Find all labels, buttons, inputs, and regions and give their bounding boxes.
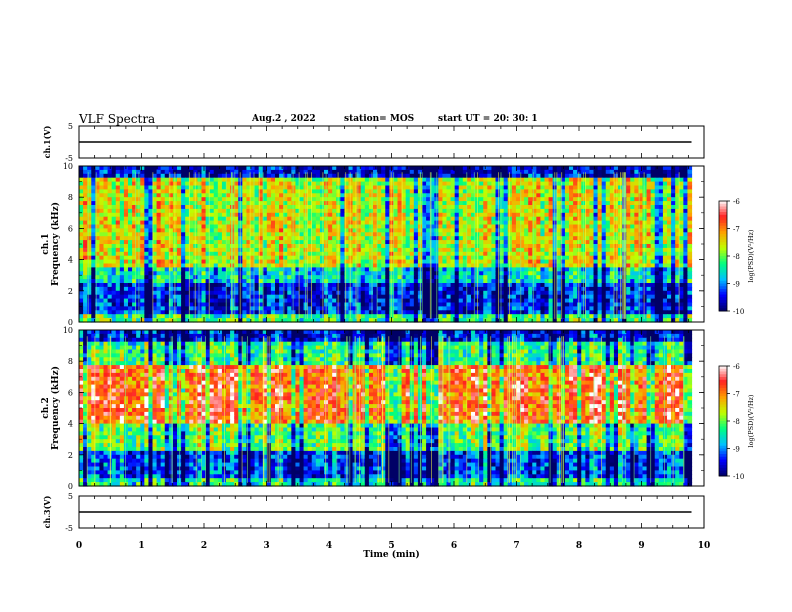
y-tick-label: -5 bbox=[65, 524, 73, 533]
y-tick-label: 4 bbox=[68, 256, 73, 265]
x-tick-label: 10 bbox=[698, 541, 711, 551]
chart-title: VLF Spectra bbox=[79, 112, 156, 126]
start-time-label: start UT = 20: 30: 1 bbox=[438, 114, 538, 124]
colorbar-tick-label: -10 bbox=[733, 308, 744, 316]
y-tick-label: 2 bbox=[68, 287, 73, 296]
colorbar-tick-label: -6 bbox=[733, 198, 740, 206]
x-tick-marks bbox=[78, 166, 705, 322]
x-tick-label: 8 bbox=[576, 541, 582, 551]
colorbar-label: log(PSD)(V²/Hz) bbox=[747, 229, 755, 282]
spectrogram-ch2 bbox=[79, 330, 693, 487]
y-tick-label: -5 bbox=[65, 154, 73, 163]
y-tick-label: 0 bbox=[68, 318, 73, 327]
colorbar-tick-label: -10 bbox=[733, 473, 744, 481]
y-tick-label: 4 bbox=[68, 420, 73, 429]
y-axis-channel-label: ch.1 bbox=[41, 233, 51, 254]
x-tick-label: 1 bbox=[138, 541, 144, 551]
y-tick-label: 10 bbox=[63, 326, 73, 335]
x-tick-marks bbox=[78, 496, 705, 528]
x-tick-label: 5 bbox=[388, 541, 394, 551]
y-tick-label: 10 bbox=[63, 162, 73, 171]
colorbar-label: log(PSD)(V²/Hz) bbox=[747, 394, 755, 447]
colorbar bbox=[718, 200, 730, 312]
x-tick-marks bbox=[78, 126, 705, 158]
y-tick-label: 5 bbox=[68, 122, 73, 131]
y-axis-label: ch.3(V) bbox=[42, 495, 52, 528]
colorbar-tick-label: -7 bbox=[733, 226, 740, 234]
y-tick-label: 6 bbox=[68, 388, 73, 397]
colorbar-tick-label: -6 bbox=[733, 363, 740, 371]
x-tick-label: 0 bbox=[76, 541, 82, 551]
y-tick-label: 5 bbox=[68, 492, 73, 501]
y-tick-label: 2 bbox=[68, 451, 73, 460]
y-tick-label: 0 bbox=[68, 482, 73, 491]
y-axis-channel-label: ch.2 bbox=[41, 397, 51, 418]
colorbar-tick-label: -9 bbox=[733, 281, 740, 289]
station-label: station= MOS bbox=[344, 114, 415, 124]
x-axis-label: Time (min) bbox=[363, 549, 420, 560]
colorbar-tick-label: -8 bbox=[733, 253, 740, 261]
y-axis-label: Frequency (kHz) bbox=[50, 202, 61, 286]
x-tick-label: 4 bbox=[326, 541, 332, 551]
x-tick-label: 9 bbox=[638, 541, 644, 551]
date-label: Aug.2 , 2022 bbox=[252, 114, 316, 124]
colorbar-tick-label: -7 bbox=[733, 391, 740, 399]
colorbar bbox=[718, 365, 730, 477]
x-tick-label: 2 bbox=[201, 541, 207, 551]
x-tick-label: 3 bbox=[263, 541, 269, 551]
colorbar-tick-label: -9 bbox=[733, 446, 740, 454]
y-tick-label: 8 bbox=[68, 357, 73, 366]
x-tick-label: 7 bbox=[513, 541, 519, 551]
spectrogram-ch1 bbox=[79, 166, 693, 323]
y-axis-label: ch.1(V) bbox=[42, 125, 52, 158]
y-tick-label: 8 bbox=[68, 193, 73, 202]
colorbar-tick-label: -8 bbox=[733, 418, 740, 426]
y-axis-label: Frequency (kHz) bbox=[50, 366, 61, 450]
y-tick-label: 6 bbox=[68, 224, 73, 233]
x-tick-label: 6 bbox=[451, 541, 457, 551]
x-tick-marks bbox=[78, 330, 705, 486]
